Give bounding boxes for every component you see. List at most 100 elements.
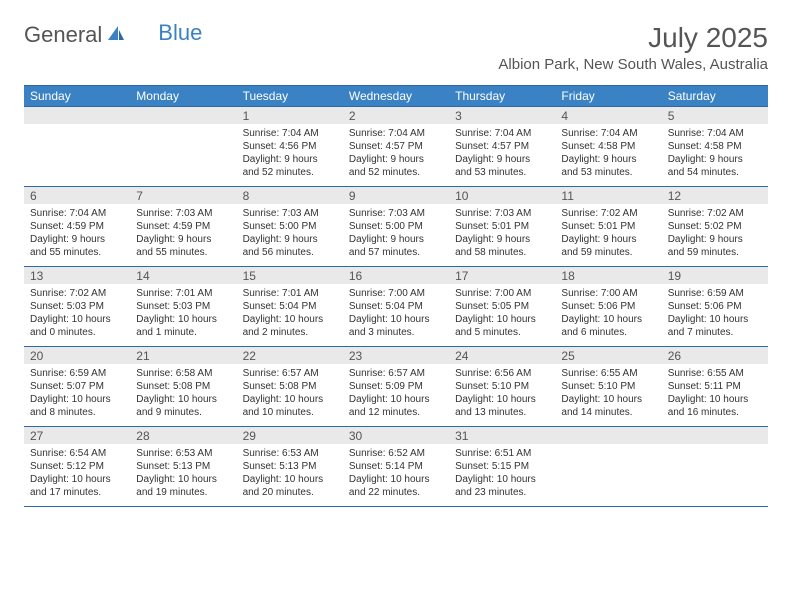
weekday-label: Thursday [449, 86, 555, 106]
daylight-text-1: Daylight: 10 hours [455, 473, 549, 486]
day-number: . [130, 107, 236, 124]
sunset-text: Sunset: 5:02 PM [668, 220, 762, 233]
daylight-text-2: and 2 minutes. [243, 326, 337, 339]
day-content: Sunrise: 6:51 AMSunset: 5:15 PMDaylight:… [449, 444, 555, 506]
daylight-text-1: Daylight: 9 hours [136, 233, 230, 246]
day-number: 30 [343, 427, 449, 444]
sunset-text: Sunset: 5:12 PM [30, 460, 124, 473]
sunrise-text: Sunrise: 6:58 AM [136, 367, 230, 380]
daylight-text-2: and 12 minutes. [349, 406, 443, 419]
day-cell: 11Sunrise: 7:02 AMSunset: 5:01 PMDayligh… [555, 187, 661, 266]
day-number: 24 [449, 347, 555, 364]
sunset-text: Sunset: 5:00 PM [243, 220, 337, 233]
weekday-label: Saturday [662, 86, 768, 106]
day-content: Sunrise: 7:01 AMSunset: 5:04 PMDaylight:… [237, 284, 343, 346]
day-content: Sunrise: 7:02 AMSunset: 5:03 PMDaylight:… [24, 284, 130, 346]
sunset-text: Sunset: 5:08 PM [136, 380, 230, 393]
daylight-text-2: and 9 minutes. [136, 406, 230, 419]
sunset-text: Sunset: 5:04 PM [349, 300, 443, 313]
sunset-text: Sunset: 5:13 PM [136, 460, 230, 473]
daylight-text-2: and 22 minutes. [349, 486, 443, 499]
day-number: 25 [555, 347, 661, 364]
day-content: Sunrise: 7:00 AMSunset: 5:06 PMDaylight:… [555, 284, 661, 346]
daylight-text-2: and 56 minutes. [243, 246, 337, 259]
sunset-text: Sunset: 4:58 PM [668, 140, 762, 153]
daylight-text-1: Daylight: 10 hours [455, 313, 549, 326]
day-cell: . [24, 107, 130, 186]
daylight-text-1: Daylight: 9 hours [349, 153, 443, 166]
daylight-text-1: Daylight: 10 hours [561, 313, 655, 326]
daylight-text-1: Daylight: 10 hours [30, 393, 124, 406]
sunset-text: Sunset: 5:10 PM [455, 380, 549, 393]
logo-text1: General [24, 22, 102, 48]
day-content [555, 444, 661, 506]
daylight-text-2: and 59 minutes. [561, 246, 655, 259]
day-number: 17 [449, 267, 555, 284]
day-cell: 27Sunrise: 6:54 AMSunset: 5:12 PMDayligh… [24, 427, 130, 506]
day-number: 11 [555, 187, 661, 204]
day-number: 12 [662, 187, 768, 204]
day-cell: 31Sunrise: 6:51 AMSunset: 5:15 PMDayligh… [449, 427, 555, 506]
day-number: 26 [662, 347, 768, 364]
sunrise-text: Sunrise: 7:04 AM [349, 127, 443, 140]
day-cell: 22Sunrise: 6:57 AMSunset: 5:08 PMDayligh… [237, 347, 343, 426]
day-cell: 30Sunrise: 6:52 AMSunset: 5:14 PMDayligh… [343, 427, 449, 506]
day-cell: 8Sunrise: 7:03 AMSunset: 5:00 PMDaylight… [237, 187, 343, 266]
daylight-text-1: Daylight: 9 hours [561, 153, 655, 166]
daylight-text-1: Daylight: 9 hours [668, 233, 762, 246]
day-cell: 26Sunrise: 6:55 AMSunset: 5:11 PMDayligh… [662, 347, 768, 426]
sunrise-text: Sunrise: 6:56 AM [455, 367, 549, 380]
day-content: Sunrise: 7:04 AMSunset: 4:57 PMDaylight:… [449, 124, 555, 186]
daylight-text-2: and 7 minutes. [668, 326, 762, 339]
month-title: July 2025 [498, 22, 768, 54]
day-number: 14 [130, 267, 236, 284]
sunrise-text: Sunrise: 6:52 AM [349, 447, 443, 460]
sunrise-text: Sunrise: 7:00 AM [349, 287, 443, 300]
day-number: 10 [449, 187, 555, 204]
day-cell: . [662, 427, 768, 506]
day-cell: 23 Sunrise: 6:57 AMSunset: 5:09 PMDayligh… [343, 347, 449, 426]
daylight-text-1: Daylight: 10 hours [668, 313, 762, 326]
sunrise-text: Sunrise: 7:04 AM [455, 127, 549, 140]
day-content: Sunrise: 6:55 AMSunset: 5:10 PMDaylight:… [555, 364, 661, 426]
day-cell: 15Sunrise: 7:01 AMSunset: 5:04 PMDayligh… [237, 267, 343, 346]
daylight-text-1: Daylight: 10 hours [136, 313, 230, 326]
weekday-label: Wednesday [343, 86, 449, 106]
day-number: 15 [237, 267, 343, 284]
day-content: Sunrise: 7:04 AMSunset: 4:57 PMDaylight:… [343, 124, 449, 186]
day-content: Sunrise: 7:04 AMSunset: 4:58 PMDaylight:… [555, 124, 661, 186]
day-cell: 1Sunrise: 7:04 AMSunset: 4:56 PMDaylight… [237, 107, 343, 186]
day-number: 19 [662, 267, 768, 284]
day-number: 16 [343, 267, 449, 284]
sunset-text: Sunset: 5:11 PM [668, 380, 762, 393]
daylight-text-2: and 52 minutes. [243, 166, 337, 179]
daylight-text-1: Daylight: 10 hours [349, 393, 443, 406]
sail-icon [106, 22, 126, 48]
sunset-text: Sunset: 5:06 PM [668, 300, 762, 313]
daylight-text-2: and 58 minutes. [455, 246, 549, 259]
day-content: Sunrise: 6:59 AMSunset: 5:07 PMDaylight:… [24, 364, 130, 426]
day-number: 23 [343, 347, 449, 364]
sunset-text: Sunset: 4:59 PM [136, 220, 230, 233]
weeks-container: ..1Sunrise: 7:04 AMSunset: 4:56 PMDaylig… [24, 107, 768, 507]
sunrise-text: Sunrise: 7:03 AM [136, 207, 230, 220]
sunset-text: Sunset: 5:09 PM [349, 380, 443, 393]
day-cell: 19Sunrise: 6:59 AMSunset: 5:06 PMDayligh… [662, 267, 768, 346]
sunrise-text: Sunrise: 6:57 AM [349, 367, 443, 380]
sunset-text: Sunset: 5:06 PM [561, 300, 655, 313]
day-content: Sunrise: 7:03 AMSunset: 5:00 PMDaylight:… [343, 204, 449, 266]
sunrise-text: Sunrise: 7:03 AM [349, 207, 443, 220]
sunrise-text: Sunrise: 6:55 AM [561, 367, 655, 380]
logo-text2: Blue [158, 20, 202, 46]
day-content: Sunrise: 6:55 AMSunset: 5:11 PMDaylight:… [662, 364, 768, 426]
daylight-text-2: and 10 minutes. [243, 406, 337, 419]
day-cell: 29Sunrise: 6:53 AMSunset: 5:13 PMDayligh… [237, 427, 343, 506]
day-content: Sunrise: 6:54 AMSunset: 5:12 PMDaylight:… [24, 444, 130, 506]
daylight-text-2: and 52 minutes. [349, 166, 443, 179]
day-content: Sunrise: 7:01 AMSunset: 5:03 PMDaylight:… [130, 284, 236, 346]
sunrise-text: Sunrise: 7:04 AM [668, 127, 762, 140]
sunset-text: Sunset: 4:57 PM [349, 140, 443, 153]
day-cell: 13Sunrise: 7:02 AMSunset: 5:03 PMDayligh… [24, 267, 130, 346]
day-number: 29 [237, 427, 343, 444]
day-number: . [555, 427, 661, 444]
